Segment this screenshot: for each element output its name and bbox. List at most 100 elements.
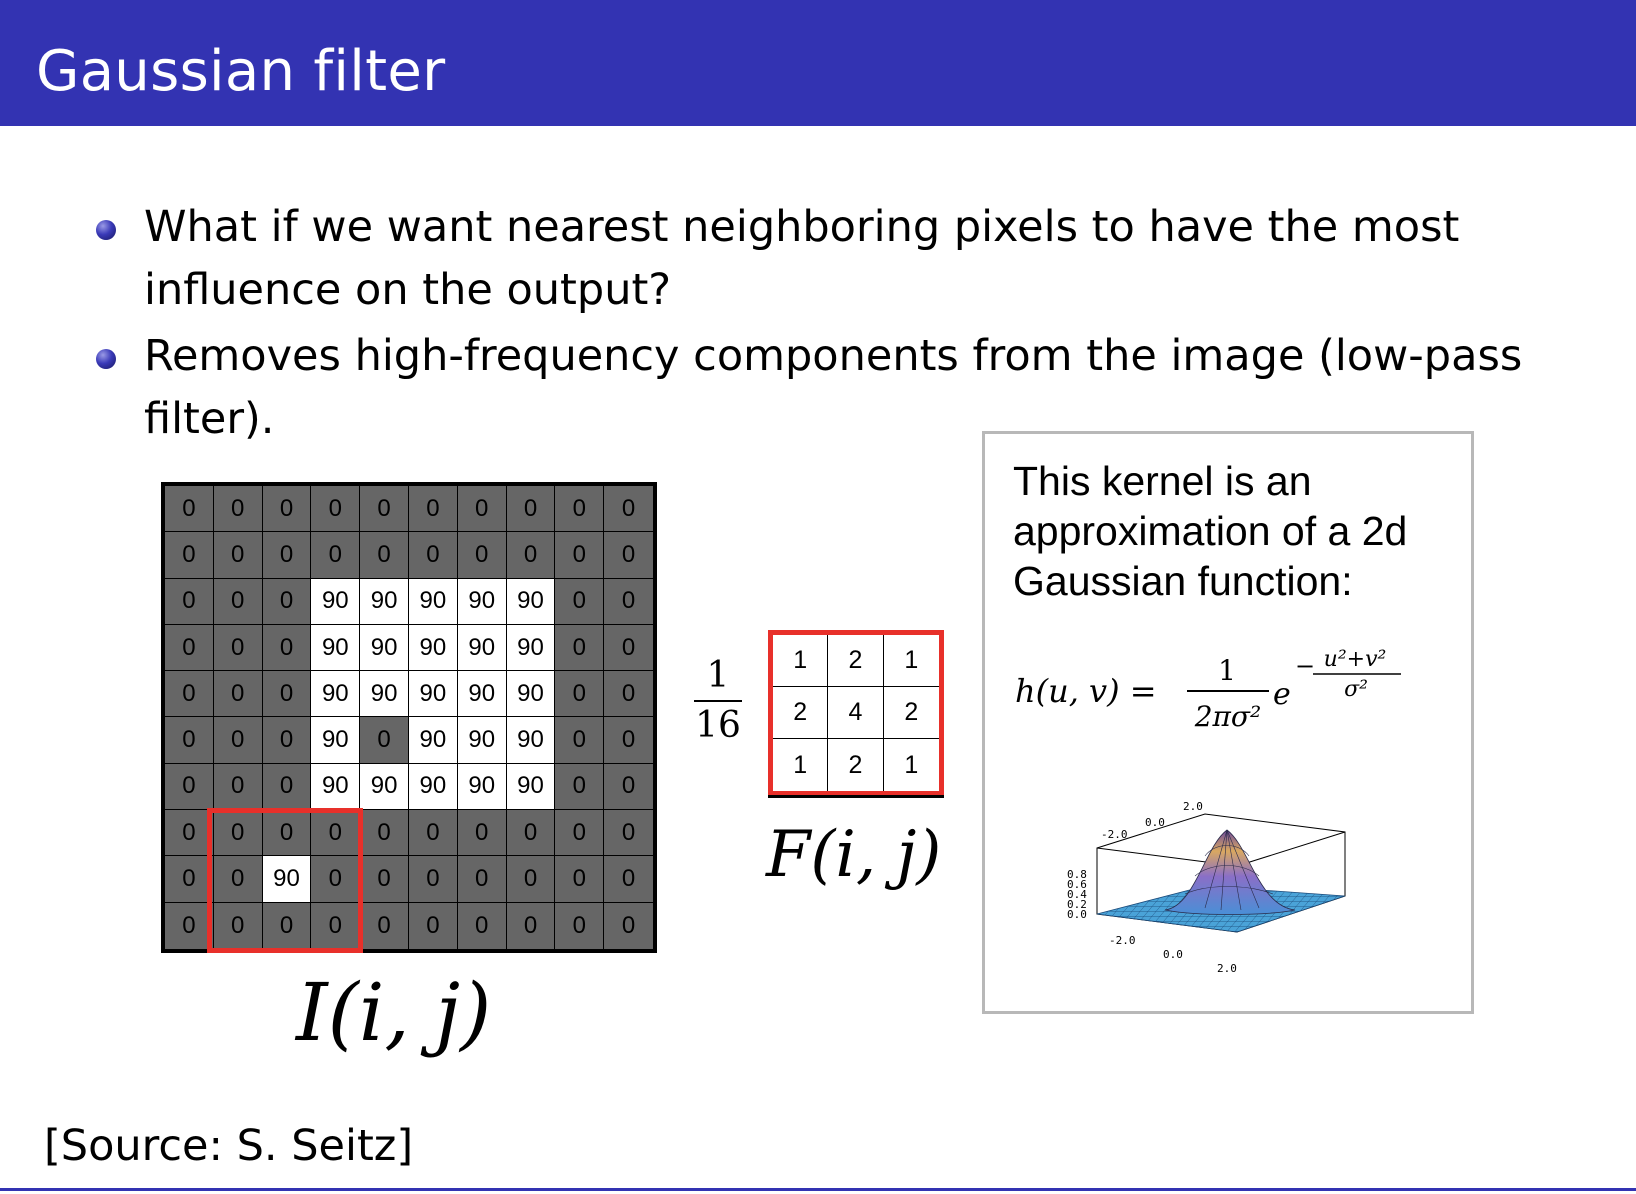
plot-x-tick: -2.0 — [1109, 934, 1136, 947]
image-cell: 90 — [360, 671, 409, 718]
image-cell: 0 — [262, 902, 312, 949]
footer-line — [0, 1188, 1636, 1191]
kernel-cell: 2 — [828, 635, 884, 687]
image-cell: 0 — [506, 486, 556, 533]
formula-exp-denominator: σ² — [1344, 677, 1368, 702]
image-cell: 0 — [408, 856, 458, 903]
image-cell: 0 — [311, 810, 361, 857]
image-cell: 90 — [506, 578, 556, 625]
image-cell: 0 — [262, 763, 312, 811]
image-cell: 0 — [408, 486, 458, 533]
image-cell: 90 — [408, 763, 458, 811]
image-cell: 0 — [457, 486, 507, 533]
image-cell: 90 — [506, 624, 556, 672]
image-cell: 0 — [165, 810, 214, 857]
image-cell: 90 — [506, 671, 556, 718]
image-cell: 0 — [165, 717, 214, 764]
image-cell: 0 — [604, 902, 653, 949]
image-cell: 0 — [165, 624, 214, 672]
image-cell: 0 — [165, 486, 214, 533]
image-cell: 0 — [311, 856, 361, 903]
image-cell: 0 — [604, 856, 653, 903]
image-cell: 0 — [213, 624, 263, 672]
kernel-cell: 1 — [773, 739, 829, 791]
image-cell: 0 — [555, 486, 605, 533]
plot-y-tick: 0.0 — [1145, 816, 1165, 829]
image-cell: 0 — [262, 578, 312, 625]
image-cell: 0 — [213, 763, 263, 811]
formula-exp-sign: − — [1295, 652, 1315, 680]
image-cell: 0 — [165, 671, 214, 718]
bullet-text: What if we want nearest neighboring pixe… — [144, 202, 1460, 315]
image-cell: 0 — [555, 532, 605, 579]
image-cell: 0 — [360, 810, 409, 857]
image-cell: 90 — [311, 671, 361, 718]
source-citation: [Source: S. Seitz] — [44, 1121, 414, 1171]
kernel-cell: 2 — [883, 687, 939, 739]
fraction-bar — [694, 700, 742, 702]
image-cell: 90 — [408, 624, 458, 672]
image-grid: 0 0 0 0 0 0 0 0 0 0 0 0 0 0 0 0 0 0 0 0 0 0 0 90 90 90 90 90 0 0 0 0 0 90… — [161, 482, 657, 953]
gaussian-info-box: This kernel is an approximation of a 2d … — [982, 431, 1474, 1014]
image-cell: 90 — [506, 763, 556, 811]
image-cell: 0 — [262, 486, 312, 533]
info-text: This kernel is an approximation of a 2d … — [1013, 458, 1408, 604]
image-cell: 0 — [408, 810, 458, 857]
image-cell: 0 — [262, 717, 312, 764]
image-cell: 0 — [555, 902, 605, 949]
image-cell: 0 — [213, 578, 263, 625]
image-cell: 0 — [360, 717, 409, 764]
plot-peak-mesh-lines — [1184, 829, 1274, 911]
filter-window-highlight — [207, 808, 363, 953]
formula-denominator: 2πσ² — [1194, 700, 1262, 733]
image-cell: 0 — [457, 532, 507, 579]
kernel-cell: 2 — [773, 687, 829, 739]
slide-title: Gaussian filter — [36, 39, 446, 104]
image-cell: 0 — [360, 532, 409, 579]
gaussian-3d-plot: -2.0 0.0 2.0 0.8 0.6 0.4 0.2 0.0 -2.0 0.… — [1067, 800, 1346, 975]
image-cell: 90 — [457, 578, 507, 625]
image-cell: 90 — [457, 763, 507, 811]
image-cell: 0 — [604, 486, 653, 533]
kernel-cell: 1 — [904, 750, 919, 779]
bullet-list: What if we want nearest neighboring pixe… — [96, 196, 1596, 454]
plot-z-tick: 0.8 — [1067, 868, 1087, 881]
image-cell: 0 — [213, 810, 263, 857]
slide-header: Gaussian filter — [0, 0, 1636, 126]
image-cell: 0 — [555, 717, 605, 764]
fraction-numerator: 1 — [706, 655, 730, 696]
fraction-denominator: 16 — [695, 705, 741, 746]
image-cell: 0 — [311, 486, 361, 533]
image-cell: 0 — [604, 763, 653, 811]
formula-numerator: 1 — [1218, 654, 1236, 687]
image-cell: 0 — [165, 856, 214, 903]
image-cell: 0 — [213, 717, 263, 764]
plot-z-tick: 0.2 — [1067, 898, 1087, 911]
image-cell: 90 — [360, 578, 409, 625]
image-cell: 0 — [360, 856, 409, 903]
image-cell: 90 — [408, 717, 458, 764]
plot-z-tick: 0.6 — [1067, 878, 1087, 891]
kernel-cell: 1 — [883, 635, 939, 687]
image-label: I(i, j) — [296, 966, 492, 1059]
kernel-label: F(i, j) — [766, 818, 942, 892]
bullet-text: Removes high-frequency components from t… — [144, 331, 1523, 444]
image-cell: 0 — [506, 810, 556, 857]
image-cell: 0 — [311, 532, 361, 579]
image-cell: 0 — [506, 532, 556, 579]
kernel-scale-fraction: 1 16 — [690, 654, 746, 748]
kernel-cell: 2 — [828, 739, 884, 791]
plot-z-tick: 0.4 — [1067, 888, 1087, 901]
plot-gaussian-peak — [1164, 829, 1296, 915]
image-cell: 0 — [213, 532, 263, 579]
image-cell: 90 — [408, 671, 458, 718]
bullet-dot-icon — [96, 349, 116, 369]
image-cell: 90 — [262, 856, 312, 903]
kernel-cell: 1 — [773, 635, 829, 687]
image-cell: 0 — [262, 624, 312, 672]
image-cell: 0 — [506, 902, 556, 949]
bullet-item: Removes high-frequency components from t… — [96, 325, 1596, 451]
kernel-underline — [768, 795, 944, 798]
image-cell: 0 — [555, 578, 605, 625]
formula-exp-numerator: u²+v² — [1324, 647, 1387, 672]
